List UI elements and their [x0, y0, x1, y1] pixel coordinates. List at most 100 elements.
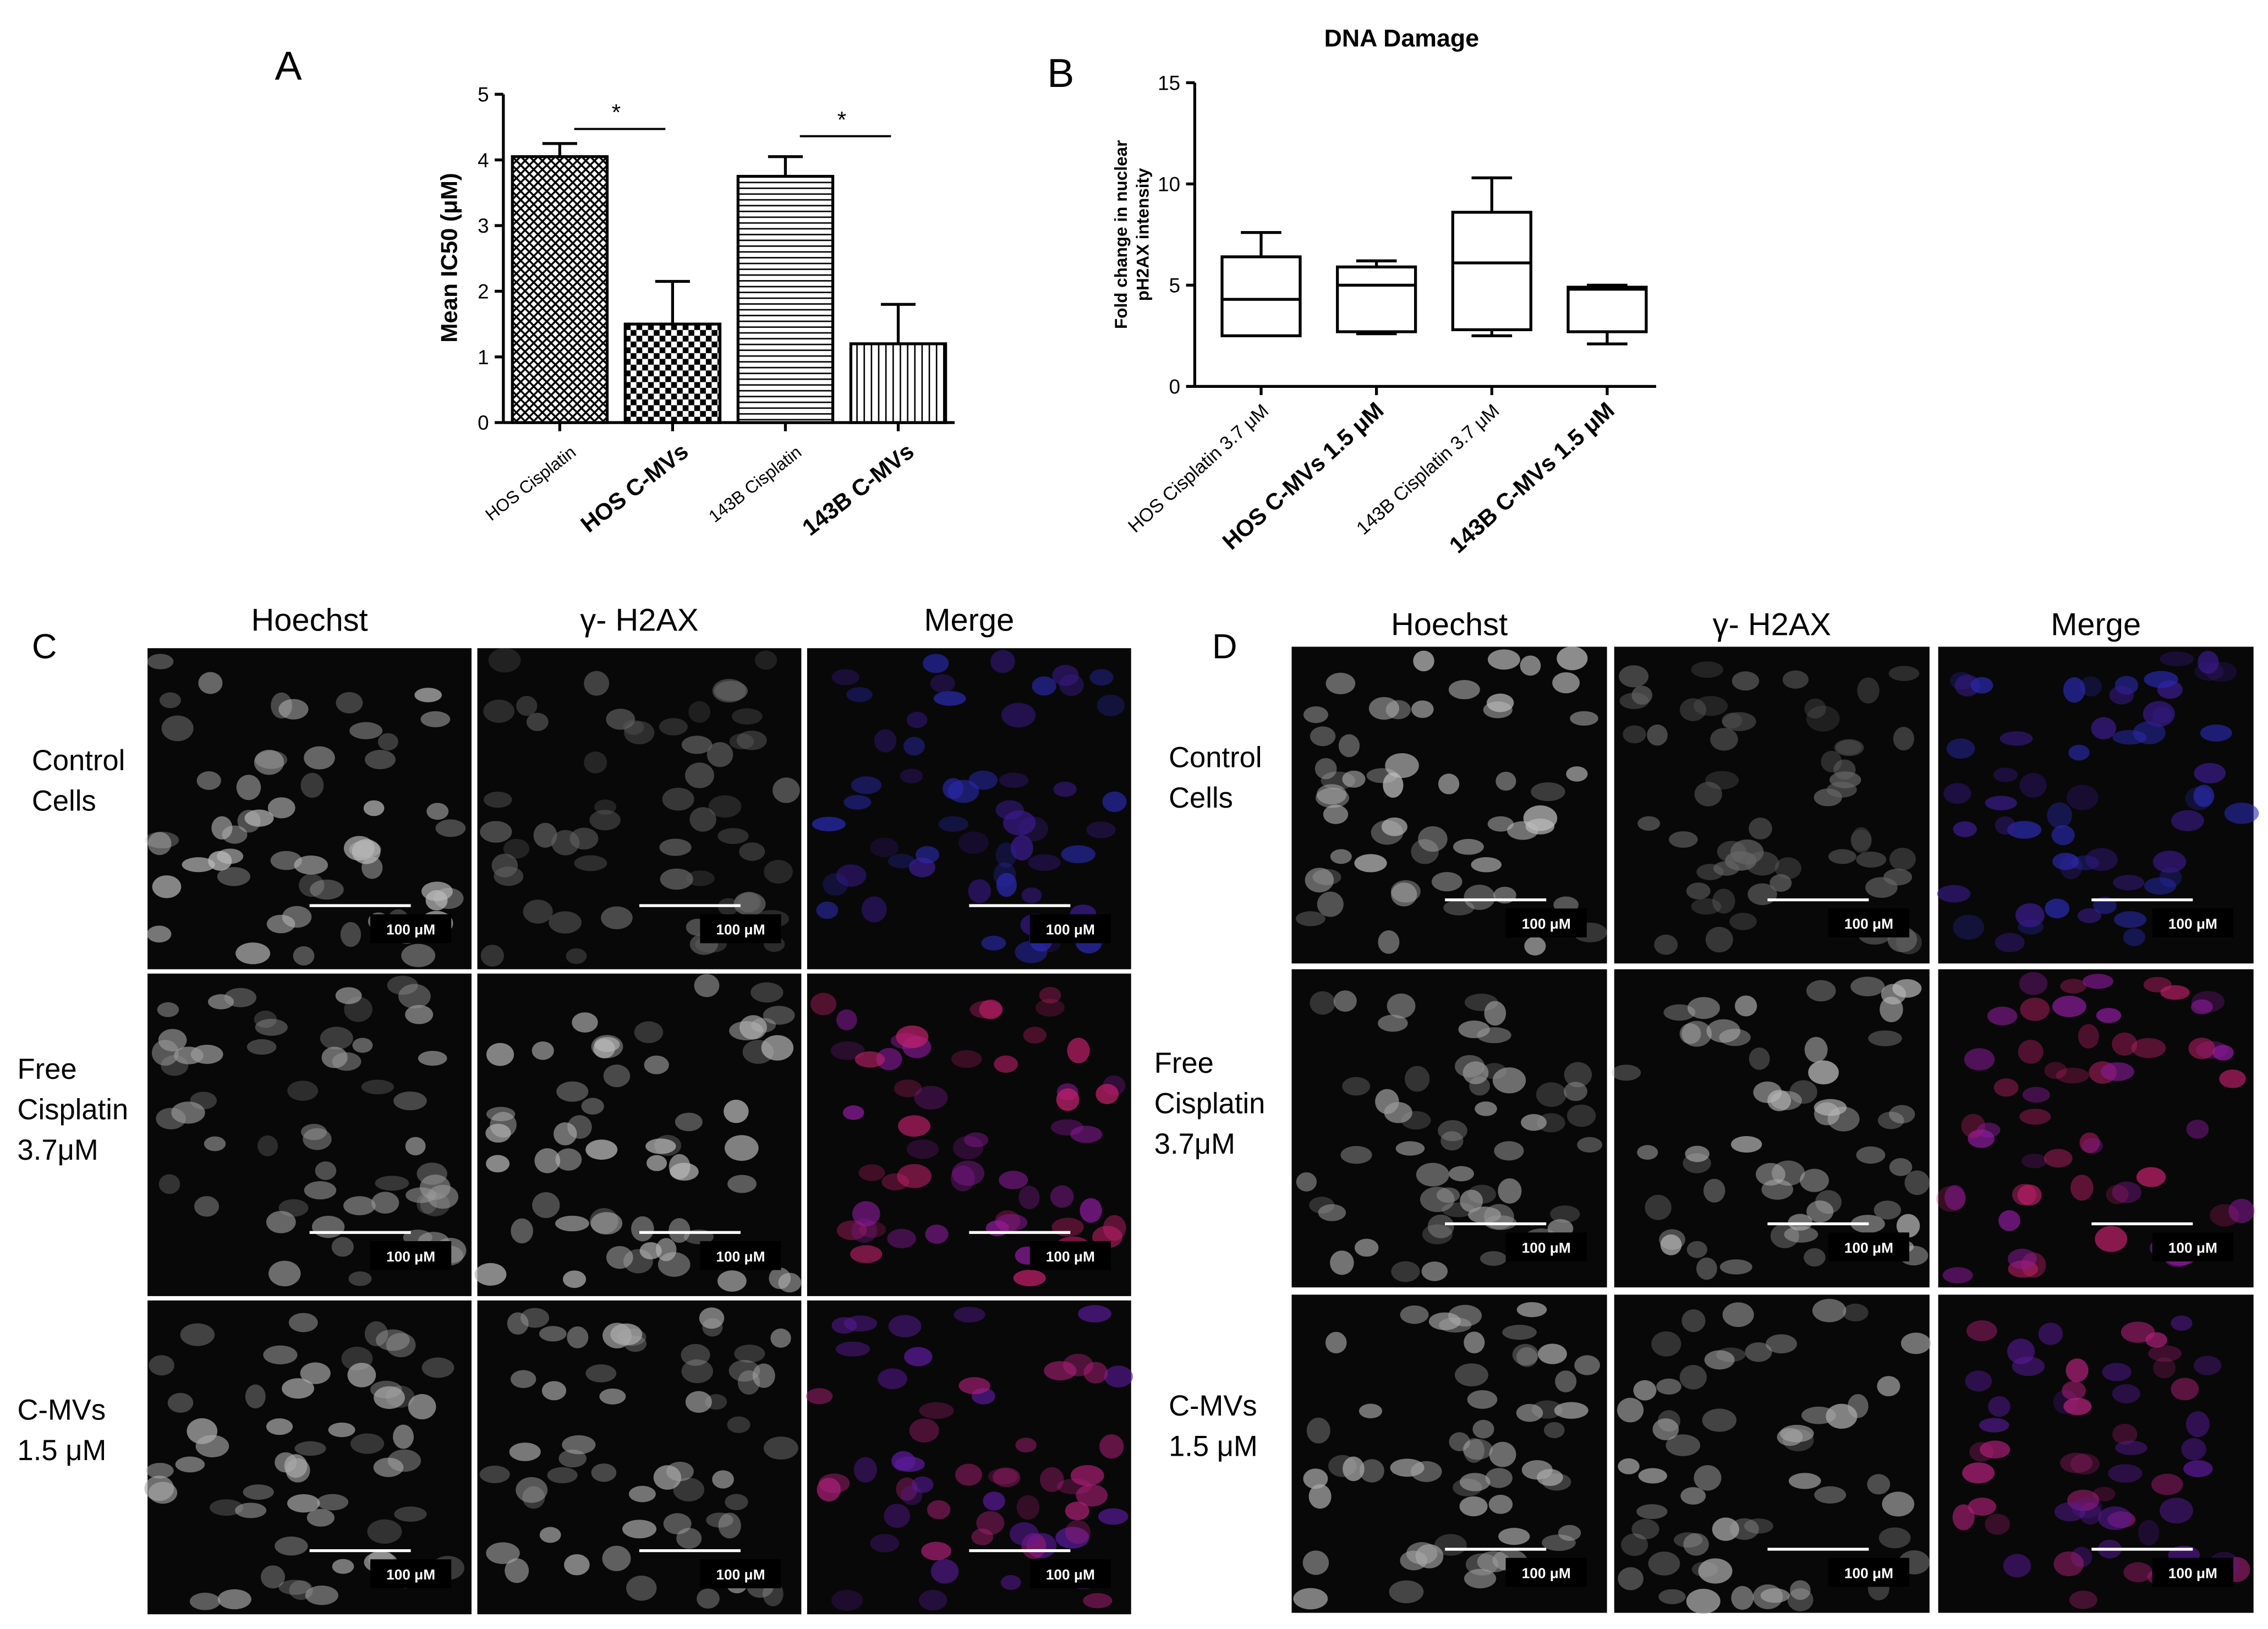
nucleus [1086, 821, 1116, 838]
nucleus [1564, 1062, 1592, 1088]
nucleus [850, 1245, 883, 1263]
nucleus [2056, 1067, 2089, 1084]
nucleus [1660, 1234, 1682, 1255]
nucleus [180, 1323, 215, 1346]
nucleus [1873, 1200, 1901, 1220]
nucleus [293, 946, 315, 966]
nucleus [275, 1536, 308, 1556]
nucleus [305, 1586, 338, 1605]
nucleus [236, 775, 261, 800]
nucleus [2191, 991, 2225, 1012]
nucleus [1850, 829, 1872, 851]
nucleus [554, 1122, 577, 1145]
y-tick-label: 0 [478, 412, 489, 434]
nucleus [714, 681, 748, 701]
nucleus [195, 1435, 229, 1457]
nucleus [485, 1123, 511, 1143]
nucleus [1772, 1160, 1805, 1186]
nucleus [1306, 1417, 1330, 1444]
nucleus [1531, 782, 1565, 802]
nucleus [270, 851, 302, 870]
nucleus [480, 821, 512, 843]
y-tick-label: 2 [478, 281, 489, 303]
nucleus [566, 948, 587, 964]
nucleus [1848, 1394, 1869, 1418]
y-tick-label: 5 [1169, 274, 1180, 297]
nucleus [1888, 666, 1920, 681]
nucleus [421, 881, 453, 901]
nucleus [1044, 1361, 1077, 1381]
nucleus [1001, 703, 1036, 728]
nucleus [1857, 677, 1880, 704]
nucleus [681, 1343, 710, 1366]
nucleus [1070, 1126, 1103, 1143]
nucleus [2047, 802, 2072, 829]
nucleus [235, 942, 271, 964]
column-header: Hoechst [251, 603, 368, 638]
nucleus [1761, 1179, 1794, 1200]
nucleus [1683, 1153, 1711, 1173]
nucleus [1002, 810, 1036, 836]
bar [849, 342, 947, 424]
nucleus [269, 1260, 301, 1287]
scale-label: 100 μM [1522, 915, 1571, 932]
scale-label-box [370, 1559, 452, 1588]
scale-label: 100 μM [1046, 1566, 1095, 1583]
nucleus [1050, 1185, 1074, 1208]
nucleus [331, 1237, 354, 1257]
nucleus [1680, 1487, 1706, 1505]
nucleus [717, 828, 749, 844]
nucleus [1749, 818, 1772, 840]
nucleus [584, 751, 607, 774]
nucleus [246, 1039, 277, 1055]
nucleus [1296, 911, 1325, 926]
nucleus [1443, 900, 1475, 915]
nucleus [1418, 826, 1448, 852]
nucleus [386, 1332, 416, 1358]
nucleus [2188, 1038, 2215, 1060]
nucleus [1719, 1259, 1752, 1275]
nucleus [2054, 1502, 2086, 1522]
nucleus [549, 911, 582, 934]
nucleus [1083, 1593, 1113, 1609]
nucleus [1080, 1198, 1102, 1223]
nucleus [1342, 1077, 1371, 1096]
nucleus [1323, 804, 1349, 824]
nucleus [405, 1137, 426, 1156]
nucleus [254, 749, 284, 775]
nucleus [1946, 738, 1975, 759]
nucleus [1078, 1305, 1111, 1323]
nucleus [878, 1368, 907, 1390]
nucleus [516, 1477, 548, 1503]
nucleus [594, 799, 617, 815]
nucleus [1968, 1498, 1996, 1516]
nucleus [2112, 1423, 2138, 1445]
nucleus [1953, 914, 1985, 940]
nucleus [669, 1154, 691, 1180]
nucleus [1475, 1101, 1497, 1116]
nucleus [532, 1192, 560, 1219]
nucleus [925, 1224, 949, 1244]
nucleus [1979, 1418, 2009, 1433]
nucleus [1691, 661, 1723, 678]
nucleus [836, 1220, 867, 1241]
nucleus [1656, 1378, 1681, 1395]
nucleus [858, 1164, 885, 1181]
nucleus [267, 797, 295, 819]
nucleus [1498, 1178, 1522, 1204]
nucleus [835, 1341, 870, 1357]
nucleus [2052, 853, 2079, 870]
scale-label-box [1505, 1232, 1587, 1261]
nucleus [725, 1135, 759, 1161]
nucleus [993, 1467, 1021, 1488]
nucleus [483, 699, 515, 723]
nucleus [617, 1328, 647, 1346]
y-axis-label: Fold change in nuclear [1111, 140, 1131, 329]
nucleus [689, 807, 716, 832]
nucleus [1520, 655, 1541, 676]
nucleus [146, 1462, 174, 1479]
nucleus [1065, 1520, 1091, 1544]
scale-label-box [2152, 1232, 2233, 1261]
nucleus [204, 1136, 226, 1151]
